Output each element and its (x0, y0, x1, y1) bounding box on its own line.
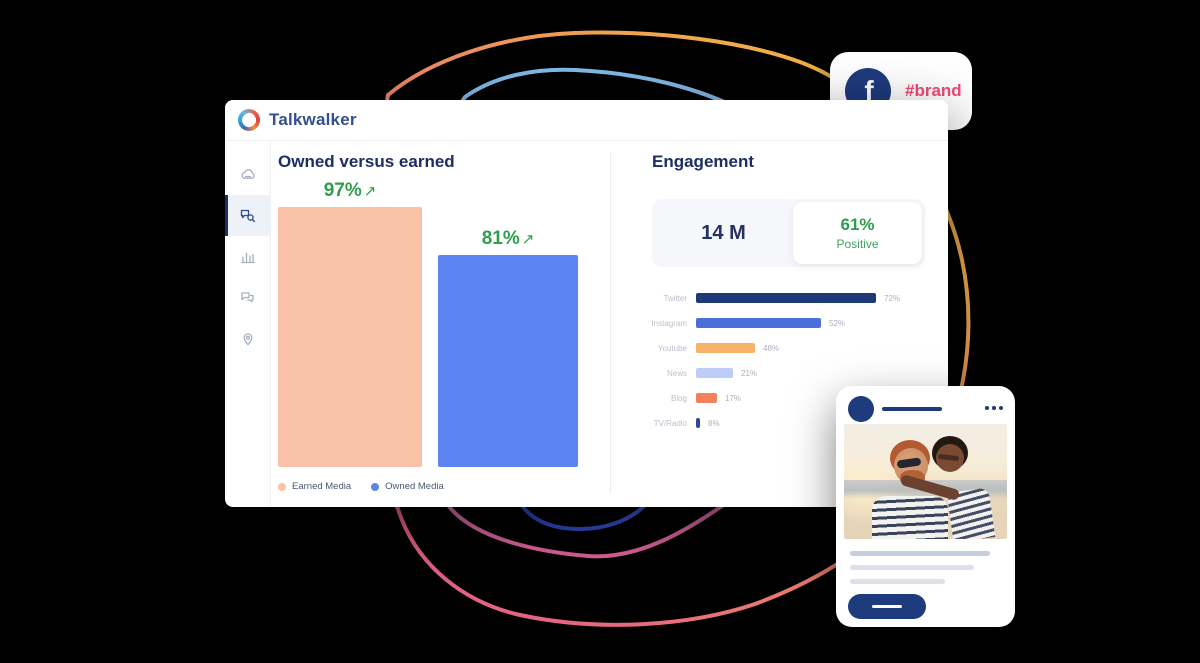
location-pin-icon (243, 332, 252, 345)
cta-label-placeholder (872, 605, 902, 608)
sidebar-item-locations[interactable] (225, 318, 270, 359)
earned-media-bar[interactable] (278, 207, 422, 467)
owned-media-bar[interactable] (438, 255, 578, 467)
twitter-bar[interactable] (696, 293, 876, 303)
cloud-icon (240, 168, 255, 179)
app-header: Talkwalker (225, 100, 948, 141)
brand-hashtag: #brand (905, 81, 962, 100)
channel-engagement-chart: Twitter 72% Instagram 52% Youtube 48% Ne… (625, 293, 925, 443)
sidebar-item-analytics[interactable] (225, 236, 270, 277)
legend-earned-media: Earned Media (278, 481, 351, 492)
ellipsis-menu-icon[interactable] (985, 406, 1003, 410)
news-bar[interactable] (696, 368, 733, 378)
owned-media-value-label: 81% ↗ (481, 228, 535, 249)
chat-bubbles-icon (241, 292, 254, 303)
channel-row-instagram[interactable]: Instagram 52% (651, 318, 846, 328)
trend-up-arrow-icon: ↗ (363, 183, 377, 200)
positive-label: Positive (836, 237, 879, 251)
username-placeholder (882, 407, 942, 411)
conversation-search-icon (240, 209, 256, 223)
section-divider (610, 152, 611, 494)
app-title: Talkwalker (269, 110, 357, 129)
owned-vs-earned-chart (278, 207, 610, 467)
channel-row-blog[interactable]: Blog 17% (670, 393, 742, 403)
earned-media-dot-icon (278, 482, 286, 491)
sidebar (225, 140, 271, 507)
instagram-bar[interactable] (696, 318, 821, 328)
talkwalker-logo-icon (238, 109, 260, 131)
owned-media-dot-icon (371, 482, 380, 491)
channel-row-tv-radio[interactable]: TV/Radio 8% (653, 418, 720, 428)
youtube-bar[interactable] (696, 343, 755, 353)
couple-on-beach-photo (844, 424, 1007, 539)
positive-percentage: 61% (840, 215, 875, 234)
caption-placeholder-line (850, 565, 974, 570)
man-striped-shirt (872, 496, 948, 539)
sidebar-item-overview[interactable] (225, 154, 270, 195)
mentions-count: 14 M (701, 221, 746, 244)
trend-up-arrow-icon: ↗ (521, 231, 535, 248)
earned-media-value-label: 97% ↗ (323, 180, 377, 201)
legend-owned-media: Owned Media (371, 481, 444, 492)
blog-bar[interactable] (696, 393, 717, 403)
tv-radio-bar[interactable] (696, 418, 700, 428)
bar-chart-icon (240, 252, 255, 263)
avatar (848, 396, 874, 422)
chart-legend: Earned Media Owned Media (278, 481, 444, 492)
positive-sentiment-card: 61% Positive (793, 202, 922, 264)
caption-placeholder-line (850, 579, 945, 584)
facebook-f-letter: f (864, 75, 874, 106)
sidebar-item-conversations[interactable] (225, 277, 270, 318)
channel-row-youtube[interactable]: Youtube 48% (657, 343, 780, 353)
post-cta-button[interactable] (848, 594, 926, 619)
engagement-title: Engagement (652, 152, 755, 171)
engagement-summary-panel: 14 M 61% Positive (652, 199, 925, 267)
channel-row-news[interactable]: News 21% (666, 368, 758, 378)
talkwalker-dashboard-window: Talkwalker Owned versus earned 97% ↗ 81% ↗ (225, 100, 948, 507)
channel-row-twitter[interactable]: Twitter 72% (663, 293, 901, 303)
caption-placeholder-line (850, 551, 990, 556)
owned-vs-earned-title: Owned versus earned (278, 152, 455, 171)
social-post-card (836, 386, 1015, 627)
sidebar-item-conversation-search[interactable] (225, 195, 270, 236)
